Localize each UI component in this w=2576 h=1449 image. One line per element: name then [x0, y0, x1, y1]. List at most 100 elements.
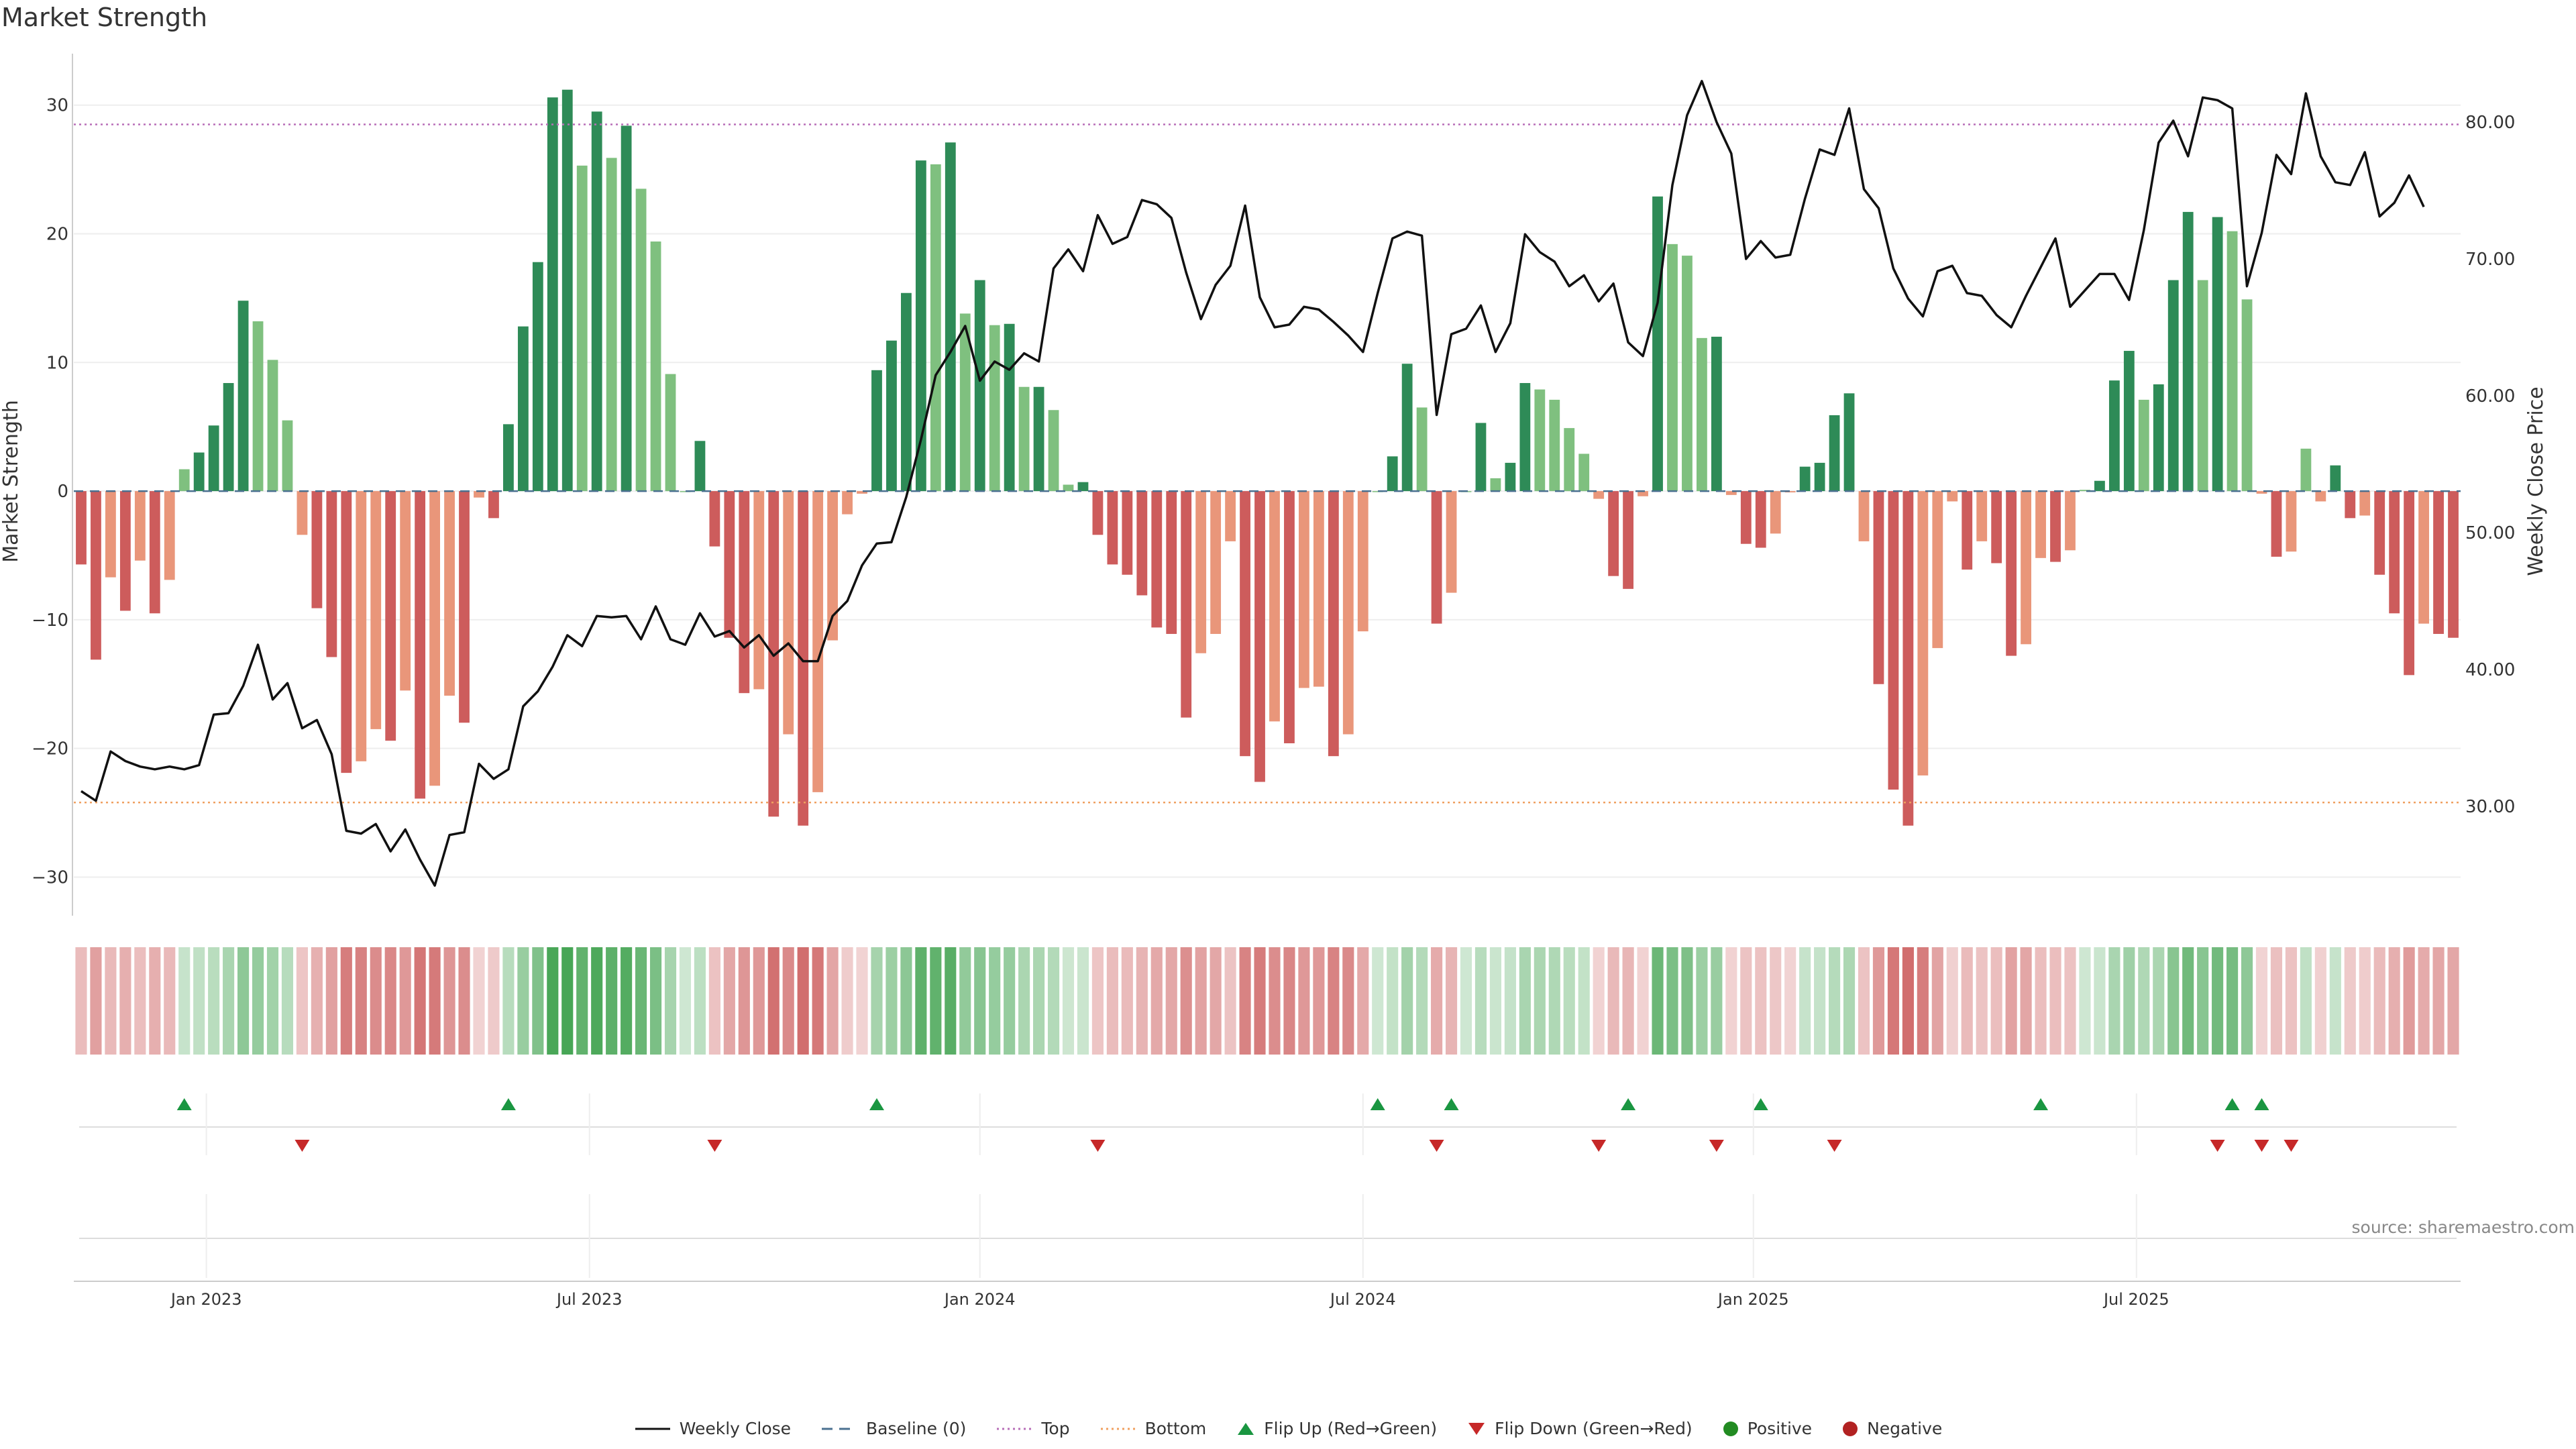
- strength-bar: [356, 491, 367, 761]
- strength-bar: [576, 165, 588, 492]
- y-axis-title-left: Market Strength: [0, 400, 23, 562]
- heat-cell: [1976, 947, 1988, 1055]
- heat-cell: [340, 947, 352, 1055]
- strength-heat-strip: [75, 947, 2459, 1055]
- heat-cell: [1077, 947, 1089, 1055]
- heat-cell: [1283, 947, 1295, 1055]
- strength-bar: [1299, 491, 1309, 688]
- heat-cell: [1328, 947, 1340, 1055]
- y-tick-label-left: 30: [46, 96, 68, 116]
- heat-cell: [355, 947, 367, 1055]
- y-tick-label-left: −30: [32, 867, 68, 888]
- chart-legend: Weekly Close Baseline (0) Top Bottom Fli…: [0, 1419, 2576, 1438]
- legend-top[interactable]: Top: [996, 1419, 1070, 1438]
- heat-cell: [2138, 947, 2150, 1055]
- strength-bar: [1519, 382, 1531, 492]
- strength-bar: [665, 374, 676, 492]
- strength-bar: [2433, 491, 2444, 634]
- strength-bar: [1033, 386, 1044, 492]
- heat-cell: [1990, 947, 2002, 1055]
- legend-label: Bottom: [1144, 1419, 1207, 1438]
- strength-bar: [1593, 491, 1605, 499]
- legend-label: Top: [1041, 1419, 1070, 1438]
- heat-cell: [208, 947, 220, 1055]
- strength-bar: [871, 370, 882, 492]
- heat-cell: [443, 947, 455, 1055]
- heat-cell: [2079, 947, 2091, 1055]
- legend-flip-down[interactable]: Flip Down (Green→Red): [1466, 1419, 1693, 1438]
- flip-down-marker: [707, 1140, 722, 1152]
- strength-bar: [842, 491, 853, 515]
- heat-cell: [1607, 947, 1619, 1055]
- heat-cell: [1018, 947, 1030, 1055]
- heat-cell: [1711, 947, 1723, 1055]
- strength-bar: [2094, 480, 2105, 492]
- heat-cell: [1829, 947, 1841, 1055]
- heat-cell: [2153, 947, 2165, 1055]
- heat-cell: [2285, 947, 2297, 1055]
- strength-bar: [1048, 410, 1059, 492]
- heat-cell: [90, 947, 102, 1055]
- heat-cell: [2226, 947, 2239, 1055]
- strength-bar: [2300, 448, 2312, 492]
- heat-cell: [1784, 947, 1796, 1055]
- strength-bar: [2021, 491, 2031, 645]
- heat-cell: [1799, 947, 1811, 1055]
- heat-cell: [119, 947, 131, 1055]
- strength-bar: [1063, 484, 1074, 492]
- strength-bar: [739, 491, 750, 694]
- heat-cell: [753, 947, 765, 1055]
- positive-dot-icon: [1723, 1421, 1738, 1436]
- strength-bar: [974, 280, 985, 492]
- legend-flip-up[interactable]: Flip Up (Red→Green): [1236, 1419, 1437, 1438]
- legend-baseline[interactable]: Baseline (0): [820, 1419, 966, 1438]
- heat-cell: [1106, 947, 1118, 1055]
- heat-cell: [1460, 947, 1472, 1055]
- heat-cell: [547, 947, 559, 1055]
- flip-down-marker: [1591, 1140, 1607, 1152]
- heat-cell: [989, 947, 1001, 1055]
- heat-cell: [1637, 947, 1649, 1055]
- strength-bar: [1770, 491, 1781, 534]
- legend-weekly-close[interactable]: Weekly Close: [634, 1419, 791, 1438]
- strength-bar: [1608, 491, 1619, 576]
- legend-bottom[interactable]: Bottom: [1099, 1419, 1207, 1438]
- heat-cell: [2344, 947, 2356, 1055]
- heat-cell: [1725, 947, 1737, 1055]
- strength-bar: [459, 491, 470, 723]
- heat-cell: [384, 947, 396, 1055]
- legend-negative[interactable]: Negative: [1841, 1419, 1942, 1438]
- y-tick-label-right: 60.00: [2465, 386, 2515, 407]
- heat-cell: [1254, 947, 1266, 1055]
- heat-cell: [105, 947, 117, 1055]
- heat-cell: [266, 947, 279, 1055]
- heat-cell: [2432, 947, 2445, 1055]
- source-note: source: sharemaestro.com: [2351, 1218, 2575, 1237]
- heat-cell: [856, 947, 868, 1055]
- heat-cell: [1681, 947, 1693, 1055]
- strength-bar: [724, 491, 735, 638]
- heat-cell: [1917, 947, 1929, 1055]
- strength-bar: [91, 491, 101, 660]
- strength-bar: [297, 491, 308, 535]
- x-tick-label: Jan 2025: [1717, 1290, 1789, 1309]
- legend-label: Weekly Close: [679, 1419, 792, 1438]
- strength-bar: [2065, 491, 2076, 551]
- heat-cell: [2241, 947, 2253, 1055]
- strength-bar: [134, 491, 146, 561]
- legend-positive[interactable]: Positive: [1722, 1419, 1812, 1438]
- strength-bar: [606, 158, 617, 492]
- strength-bar: [959, 313, 971, 492]
- strength-bar: [1490, 478, 1501, 492]
- legend-label: Baseline (0): [866, 1419, 967, 1438]
- strength-bar: [1313, 491, 1324, 687]
- weekly-close-line-icon: [635, 1428, 670, 1430]
- heat-cell: [178, 947, 191, 1055]
- strength-bar: [2330, 465, 2341, 492]
- flip-up-marker: [1753, 1098, 1768, 1110]
- strength-bar: [1814, 462, 1825, 492]
- triangle-down-icon: [1468, 1422, 1485, 1435]
- date-axis: Jan 2023 Jul 2023 Jan 2024 Jul 2024 Jan 2025…: [74, 1093, 2461, 1309]
- heat-cell: [1887, 947, 1899, 1055]
